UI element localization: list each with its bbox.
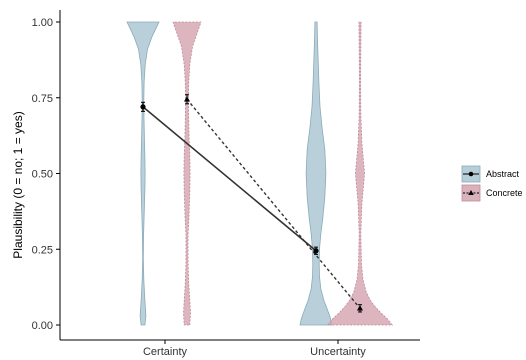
- x-tick-label: Uncertainty: [310, 346, 366, 358]
- mean-point-abstract: [140, 104, 146, 110]
- legend-label-concrete: Concrete: [486, 188, 523, 198]
- violin-concrete-uncertainty: [326, 21, 394, 326]
- legend-marker-abstract: [468, 171, 474, 177]
- mean-point-concrete: [357, 305, 363, 311]
- legend: Abstract Concrete: [461, 165, 523, 202]
- legend-label-abstract: Abstract: [486, 169, 520, 179]
- mean-line-concrete: [186, 98, 361, 309]
- y-tick-label: 0.75: [32, 93, 53, 105]
- mean-point-concrete: [184, 96, 190, 102]
- mean-point-abstract: [313, 248, 319, 254]
- markers-layer: [140, 94, 363, 313]
- x-tick-label: Certainty: [143, 346, 188, 358]
- y-ticks: 0.00 0.25 0.50 0.75 1.00: [32, 17, 60, 332]
- legend-marker-concrete: [468, 190, 474, 195]
- y-tick-label: 0.25: [32, 244, 53, 256]
- violins-layer: [126, 21, 394, 326]
- violin-abstract-uncertainty: [299, 21, 333, 326]
- y-axis-title: Plausibility (0 = no; 1 = yes): [11, 111, 25, 258]
- x-ticks: Certainty Uncertainty: [143, 340, 366, 358]
- y-tick-label: 0.50: [32, 169, 53, 181]
- y-tick-label: 1.00: [32, 17, 53, 29]
- mean-lines-layer: [142, 98, 361, 309]
- y-tick-label: 0.00: [32, 320, 53, 332]
- mean-line-abstract: [142, 106, 317, 252]
- violin-abstract-certainty: [126, 21, 160, 326]
- violin-concrete-certainty: [172, 21, 202, 326]
